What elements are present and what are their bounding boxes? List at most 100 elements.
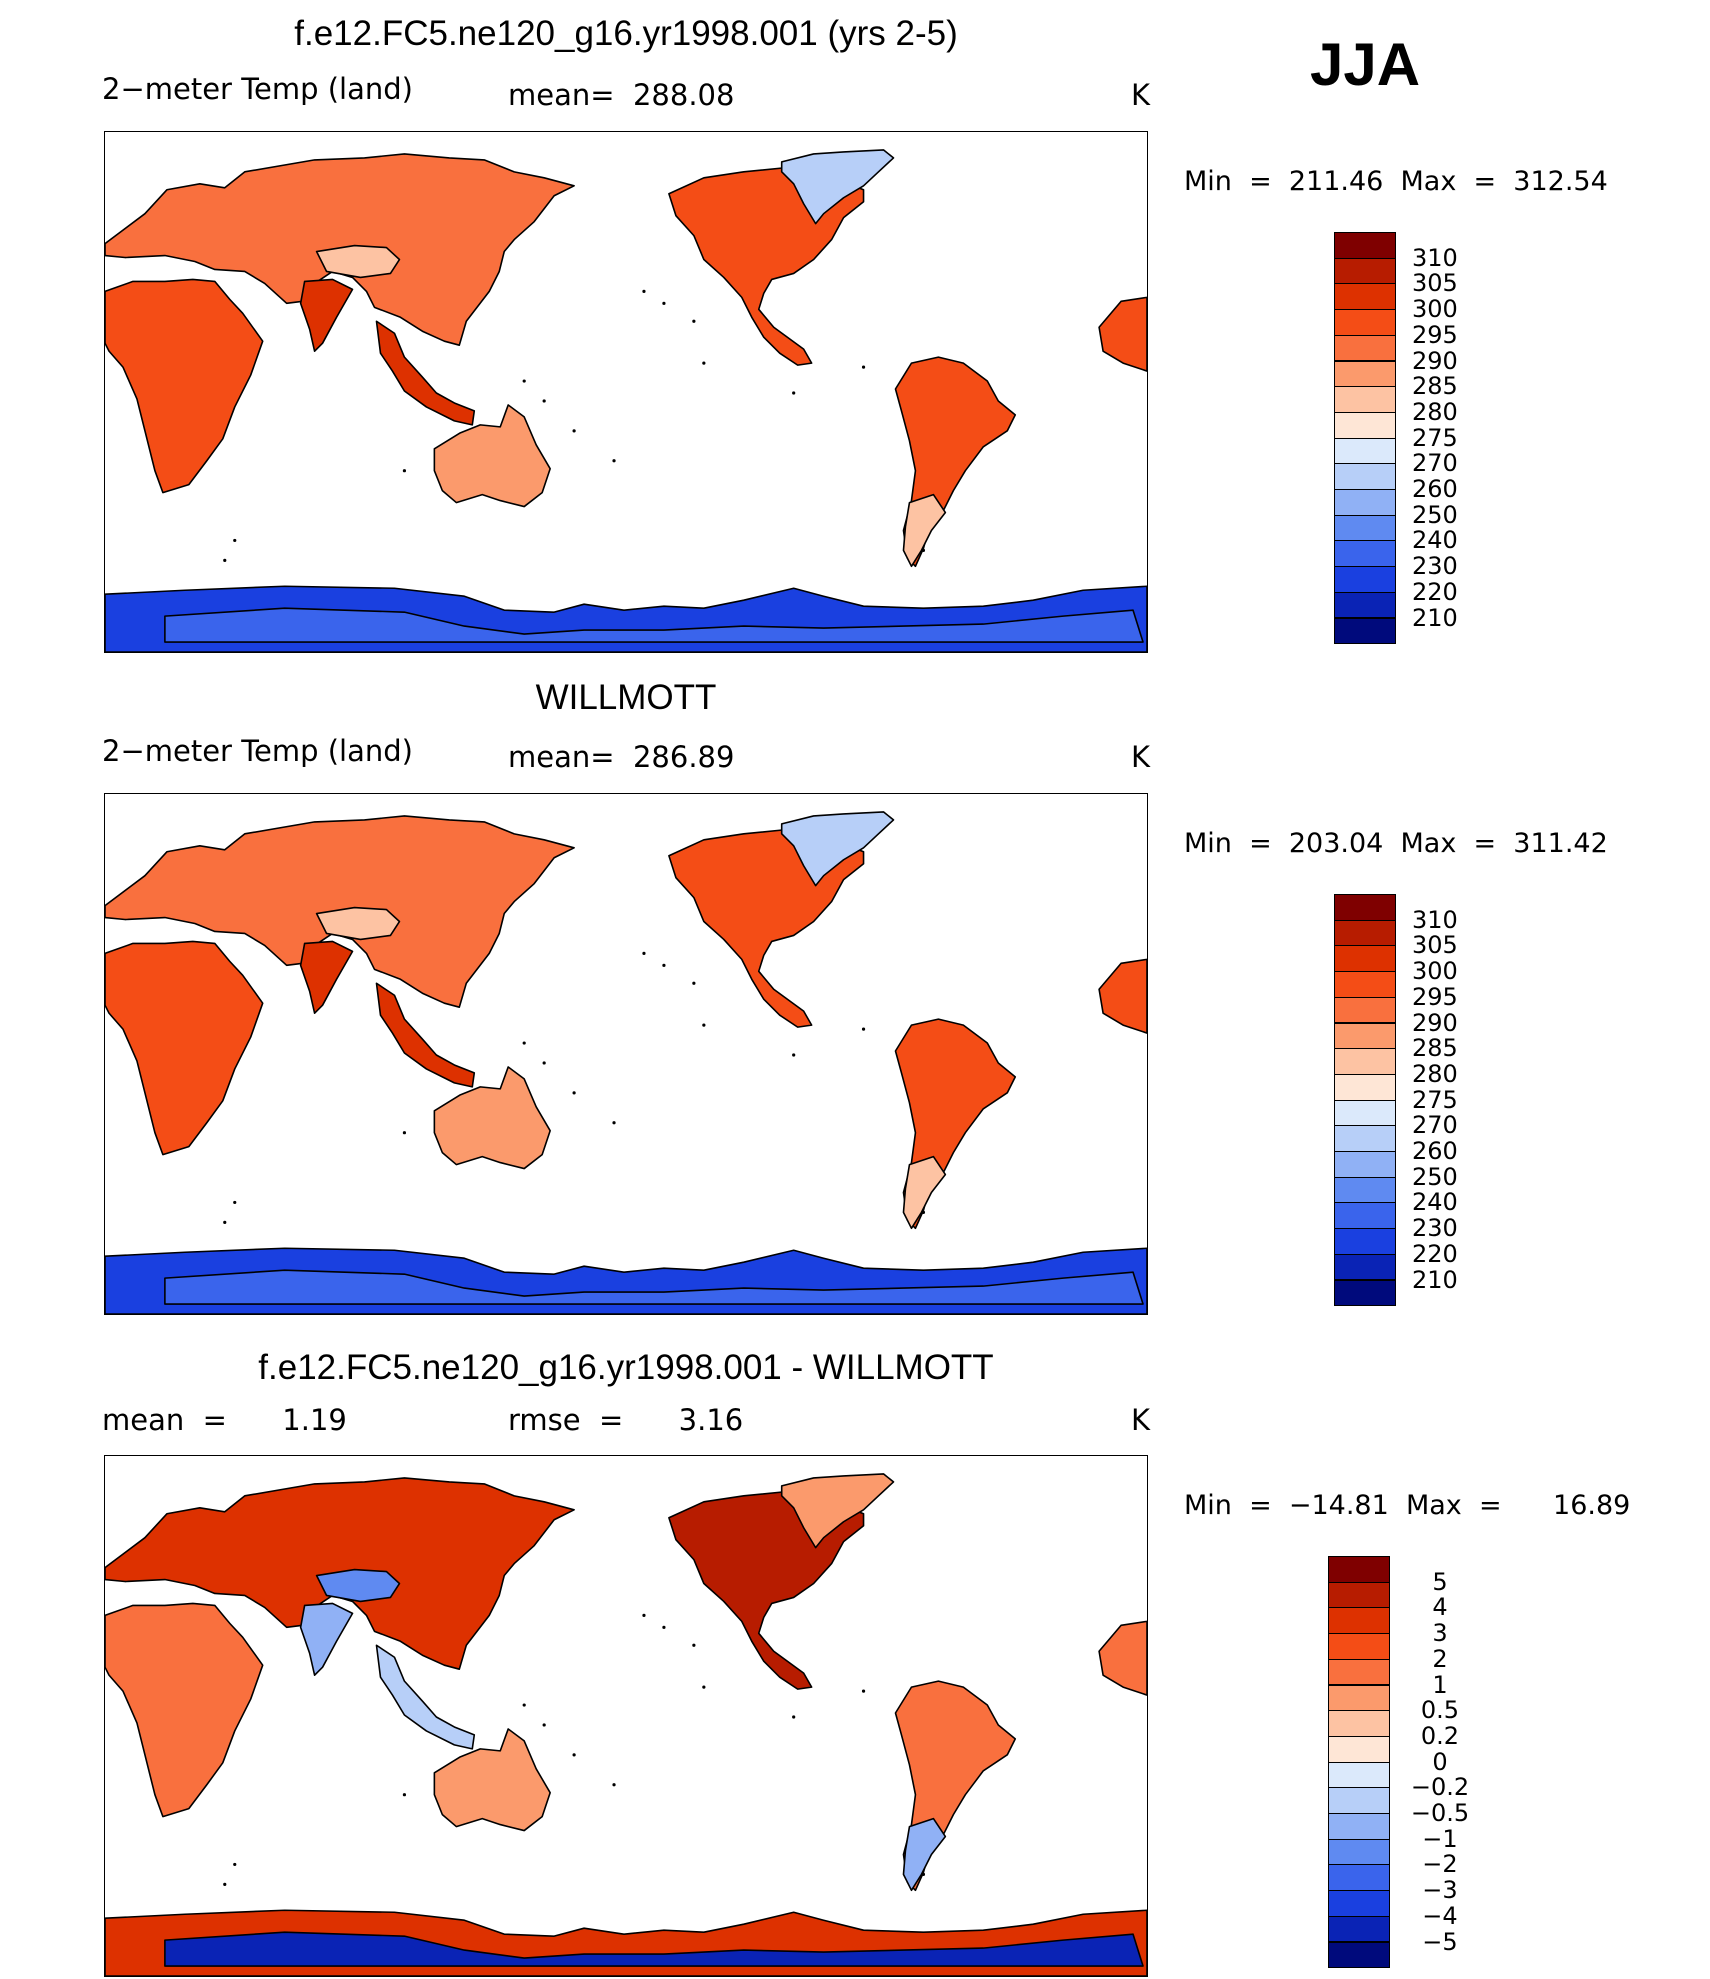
land-region-greenland — [780, 811, 895, 887]
colorbar-cell — [1334, 360, 1396, 388]
panel-3-rmse-label: rmse = 3.16 — [508, 1403, 744, 1437]
colorbar-tick-label: 260 — [1412, 1137, 1458, 1165]
colorbar-cell — [1328, 1710, 1390, 1737]
colorbar-cell — [1334, 463, 1396, 490]
colorbar-tick-label: 300 — [1412, 957, 1458, 986]
island-mark — [402, 1131, 407, 1135]
land-region-se-asia — [375, 320, 476, 426]
colorbar-tick-label: 295 — [1412, 320, 1458, 349]
land-region-africa — [105, 940, 264, 1156]
island-mark — [662, 1625, 666, 1629]
island-mark — [792, 391, 796, 395]
colorbar-cell — [1334, 257, 1396, 285]
colorbar-tick-label: 220 — [1412, 1239, 1458, 1268]
colorbar-cell — [1334, 971, 1396, 998]
panel-2-mean-label: mean= 286.89 — [508, 740, 735, 774]
island-mark — [223, 558, 227, 562]
colorbar-tick-label: 260 — [1412, 475, 1458, 503]
colorbar-cell — [1334, 411, 1396, 439]
island-mark — [702, 1685, 706, 1689]
colorbar-cell — [1334, 309, 1396, 336]
island-mark — [861, 1689, 866, 1693]
land-region-australia — [433, 404, 551, 508]
colorbar-cell — [1334, 489, 1396, 516]
colorbar-tick-label: 240 — [1412, 526, 1458, 555]
land-region-tibet — [315, 244, 401, 279]
colorbar-tick-label: 1 — [1432, 1670, 1448, 1699]
colorbar-tick-label: 290 — [1412, 346, 1458, 375]
land-region-africa — [105, 1602, 264, 1818]
island-mark — [572, 1753, 576, 1757]
panel-2-minmax: Min = 203.04 Max = 311.42 — [1184, 828, 1608, 859]
season-label: JJA — [1310, 31, 1421, 98]
land-region-west-africa — [1098, 958, 1147, 1034]
island-mark — [612, 459, 616, 463]
panel-3-map — [104, 1455, 1148, 1977]
colorbar-tick-label: 295 — [1412, 982, 1458, 1011]
colorbar-cell — [1334, 945, 1396, 973]
colorbar-tick-label: 0 — [1432, 1747, 1448, 1776]
colorbar-tick-label: 4 — [1432, 1593, 1448, 1622]
colorbar-cell — [1334, 283, 1396, 311]
island-mark — [642, 289, 646, 293]
colorbar-cell — [1334, 334, 1396, 362]
colorbar-cell — [1334, 1176, 1396, 1204]
colorbar-cell — [1328, 1915, 1390, 1943]
island-mark — [861, 1027, 866, 1031]
colorbar-cell — [1334, 1151, 1396, 1178]
colorbar-tick-label: 250 — [1412, 1162, 1458, 1191]
colorbar-tick-label: −2 — [1422, 1850, 1458, 1879]
island-mark — [861, 365, 866, 369]
colorbar-tick-label: 5 — [1432, 1567, 1448, 1596]
colorbar-cell — [1328, 1813, 1390, 1840]
colorbar-tick-label: −3 — [1422, 1876, 1458, 1905]
colorbar-tick-label: −0.5 — [1410, 1799, 1470, 1827]
land-region-antarctica-inner — [164, 1931, 1144, 1967]
island-mark — [921, 1872, 926, 1876]
panel-3-mean-label: mean = 1.19 — [102, 1403, 347, 1437]
colorbar-cell — [1334, 1022, 1396, 1050]
land-region-se-asia — [375, 982, 476, 1088]
colorbar-cell — [1328, 1633, 1390, 1660]
land-region-se-asia — [375, 1644, 476, 1750]
panel-2-units: K — [1131, 740, 1151, 774]
panel-3-title: f.e12.FC5.ne120_g16.yr1998.001 - WILLMOT… — [258, 1348, 994, 1387]
island-mark — [233, 1862, 237, 1867]
colorbar-tick-label: 280 — [1412, 397, 1458, 426]
colorbar-cell — [1334, 1073, 1396, 1101]
island-mark — [642, 951, 646, 955]
colorbar-cell — [1334, 996, 1396, 1024]
island-mark — [542, 1061, 546, 1065]
land-region-tibet — [315, 1568, 401, 1603]
island-mark — [692, 981, 696, 985]
island-mark — [612, 1783, 616, 1787]
colorbar-cell — [1328, 1735, 1390, 1763]
colorbar-cell — [1334, 1202, 1396, 1230]
colorbar-tick-label: 305 — [1412, 931, 1458, 960]
land-region-australia — [433, 1728, 551, 1832]
colorbar-tick-label: 3 — [1432, 1619, 1448, 1648]
panel-1-variable-label: 2−meter Temp (land) — [102, 72, 413, 106]
island-mark — [542, 1723, 546, 1727]
island-mark — [921, 1210, 926, 1214]
panel-1-minmax: Min = 211.46 Max = 312.54 — [1184, 166, 1608, 197]
colorbar-cell — [1334, 540, 1396, 568]
land-region-australia — [433, 1066, 551, 1170]
colorbar-tick-label: −5 — [1422, 1927, 1458, 1956]
colorbar-tick-label: 0.5 — [1420, 1696, 1460, 1725]
colorbar-cell — [1334, 617, 1396, 645]
land-region-india — [299, 278, 354, 352]
colorbar-cell — [1334, 894, 1396, 921]
colorbar-cell — [1334, 232, 1396, 259]
colorbar-cell — [1334, 1125, 1396, 1152]
island-mark — [223, 1882, 227, 1886]
panel-1-min: Min = 211.46 — [1184, 166, 1384, 197]
colorbar-tick-label: 275 — [1412, 423, 1458, 452]
island-mark — [522, 1703, 526, 1707]
colorbar-cell — [1328, 1658, 1390, 1686]
colorbar-cell — [1328, 1864, 1390, 1892]
land-region-greenland — [780, 149, 895, 225]
land-region-antarctica-inner — [164, 1269, 1144, 1305]
colorbar-cell — [1334, 566, 1396, 593]
panel-2-title: WILLMOTT — [535, 678, 717, 717]
